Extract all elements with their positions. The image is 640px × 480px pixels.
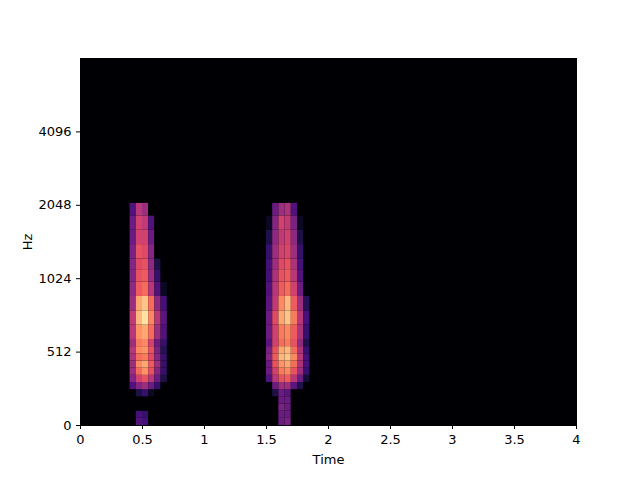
svg-text:3.5: 3.5 [504,432,525,447]
svg-text:0: 0 [63,418,71,433]
svg-text:1: 1 [200,432,208,447]
svg-text:2.5: 2.5 [380,432,401,447]
svg-text:0: 0 [76,432,84,447]
svg-text:Time: Time [312,452,345,467]
svg-text:1024: 1024 [38,271,71,286]
svg-text:512: 512 [47,344,72,359]
svg-text:3: 3 [448,432,456,447]
svg-text:Hz: Hz [20,234,35,251]
svg-text:0.5: 0.5 [132,432,153,447]
svg-text:4: 4 [572,432,580,447]
svg-text:4096: 4096 [38,124,71,139]
svg-text:1.5: 1.5 [256,432,277,447]
svg-text:2048: 2048 [38,197,71,212]
svg-text:2: 2 [324,432,332,447]
